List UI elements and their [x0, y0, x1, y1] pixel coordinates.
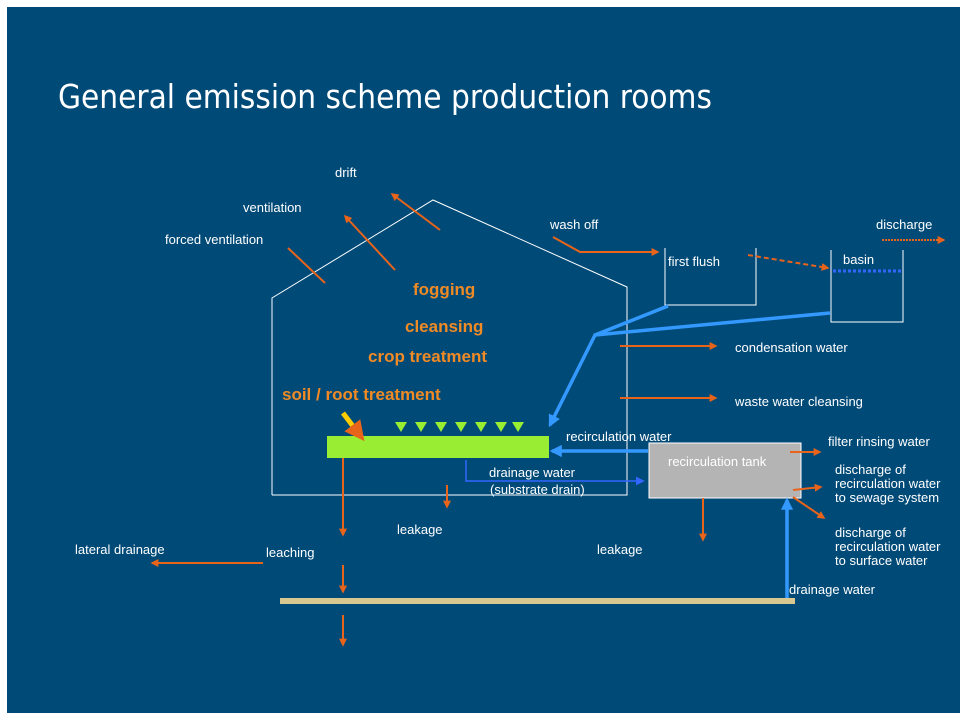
label: first flush — [668, 254, 720, 269]
label: drift — [335, 165, 357, 180]
label: discharge of — [835, 462, 906, 477]
label: (substrate drain) — [490, 482, 585, 497]
background — [7, 7, 960, 713]
label: leaching — [266, 545, 314, 560]
label: recirculation water — [566, 429, 672, 444]
label: discharge of — [835, 525, 906, 540]
label: wash off — [549, 217, 599, 232]
treatment: crop treatment — [368, 347, 487, 366]
label: basin — [843, 252, 874, 267]
label: recirculation tank — [668, 454, 767, 469]
label: leakage — [397, 522, 443, 537]
label: leakage — [597, 542, 643, 557]
label: discharge — [876, 217, 932, 232]
label: drainage water — [489, 465, 576, 480]
treatment: soil / root treatment — [282, 385, 441, 404]
title: General emission scheme production rooms — [58, 77, 712, 116]
label: recirculation water — [835, 539, 941, 554]
label: drainage water — [789, 582, 876, 597]
treatment: fogging — [413, 280, 475, 299]
label: lateral drainage — [75, 542, 165, 557]
label: filter rinsing water — [828, 434, 931, 449]
shapes — [150, 193, 946, 647]
label: ventilation — [243, 200, 302, 215]
label: forced ventilation — [165, 232, 263, 247]
label: condensation water — [735, 340, 848, 355]
label: to surface water — [835, 553, 928, 568]
label: recirculation water — [835, 476, 941, 491]
label: waste water cleansing — [734, 394, 863, 409]
treatment: cleansing — [405, 317, 483, 336]
label: to sewage system — [835, 490, 939, 505]
